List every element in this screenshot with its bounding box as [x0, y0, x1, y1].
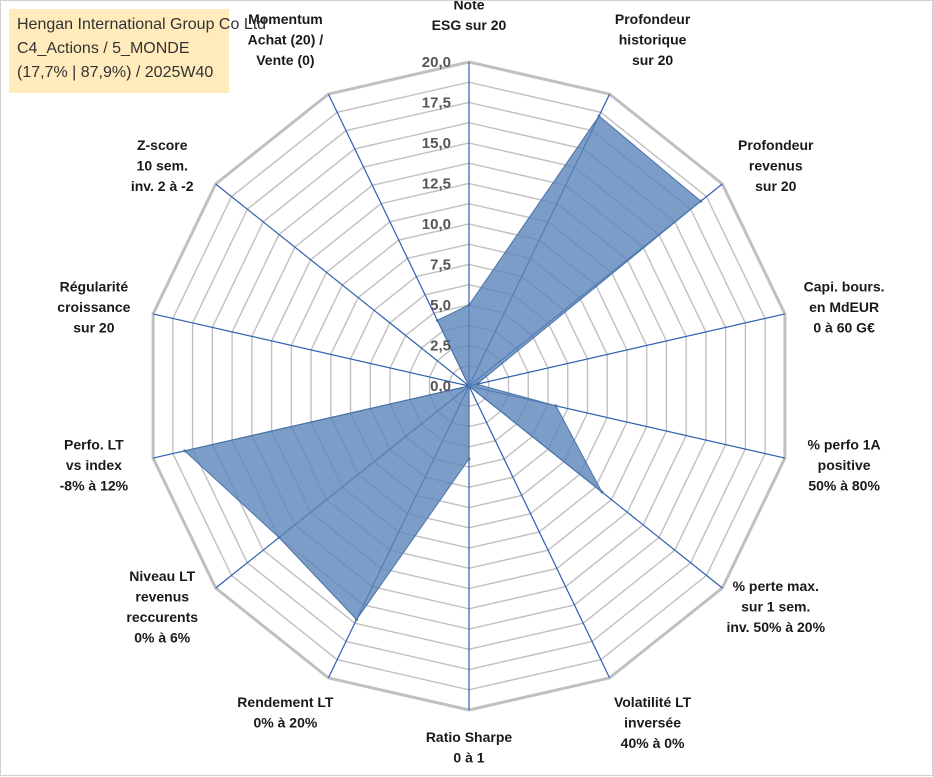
axis-spoke [468, 313, 786, 387]
radar-series [183, 114, 703, 622]
radial-tick-labels: 0,0 2,5 5,0 7,5 10,0 12,5 15,0 17,5 20,0 [422, 54, 451, 395]
axis-spoke [152, 313, 470, 387]
axis-label: 50% à 80% [808, 477, 880, 493]
axis-label: % perte max. [733, 578, 819, 594]
tick-label: 15,0 [422, 135, 451, 152]
axis-label: Régularité [60, 279, 129, 295]
tick-label: 12,5 [422, 176, 451, 193]
axis-label: Ratio Sharpe [426, 729, 513, 745]
series-point [467, 384, 471, 388]
axis-label: Momentum [248, 11, 323, 27]
series-point [183, 449, 187, 453]
axis-label: Volatilité LT [614, 694, 692, 710]
axis-label: Perfo. LT [64, 436, 124, 452]
series-point [475, 382, 479, 386]
series-point [277, 536, 281, 540]
company-name: Hengan International Group Co Ltd [17, 16, 267, 33]
category-path: C4_Actions / 5_MONDE [17, 40, 190, 57]
axis-label: en MdEUR [809, 299, 879, 315]
axis-label: revenus [749, 157, 803, 173]
series-point [554, 404, 558, 408]
tick-label: 5,0 [430, 297, 451, 314]
series-point [467, 303, 471, 307]
axis-labels: Note ESG sur 20 Profondeur historique sur 20… [57, 1, 884, 766]
tick-label: 10,0 [422, 216, 451, 233]
axis-label: Z-score [137, 137, 188, 153]
axis-label: sur 20 [73, 320, 114, 336]
series-point [597, 114, 601, 118]
axis-label: 10 sem. [137, 157, 188, 173]
axis-label: Vente (0) [256, 52, 314, 68]
axis-label: sur 20 [632, 52, 673, 68]
stock-info-box: Hengan International Group Co Ltd C4_Act… [9, 9, 267, 93]
series-point [699, 199, 703, 203]
axis-label: reccurents [126, 609, 198, 625]
axis-label: inversée [624, 714, 681, 730]
axis-label: revenus [135, 588, 189, 604]
axis-label: Note [453, 1, 484, 13]
axis-label: sur 1 sem. [741, 599, 810, 615]
axis-label: Capi. bours. [804, 279, 885, 295]
axis-label: 0% à 6% [134, 629, 191, 645]
axis-label: inv. 2 à -2 [131, 178, 194, 194]
axis-label: 40% à 0% [621, 735, 685, 751]
axis-spoke [468, 385, 611, 679]
tick-label: 7,5 [430, 257, 451, 274]
series-point [355, 618, 359, 622]
axis-label: 0% à 20% [253, 714, 317, 730]
axis-label: Achat (20) / [248, 32, 324, 48]
axis-label: 0 à 1 [453, 750, 484, 766]
axis-label: -8% à 12% [60, 477, 129, 493]
series-area [183, 115, 702, 621]
axis-spoke [215, 183, 470, 387]
axis-label: Profondeur [615, 11, 691, 27]
axis-label: historique [619, 32, 687, 48]
score-period: (17,7% | 87,9%) / 2025W40 [17, 64, 214, 81]
axis-label: croissance [57, 299, 130, 315]
series-point [435, 318, 439, 322]
axis-label: vs index [66, 457, 122, 473]
series-point [600, 490, 604, 494]
axis-label: % perfo 1A [808, 436, 881, 452]
axis-label: positive [818, 457, 871, 473]
axis-label: ESG sur 20 [432, 17, 507, 33]
tick-label: 0,0 [430, 378, 451, 395]
axis-label: Niveau LT [129, 568, 195, 584]
axis-label: inv. 50% à 20% [726, 619, 825, 635]
axis-label: 0 à 60 G€ [813, 320, 875, 336]
axis-label: sur 20 [755, 178, 796, 194]
series-point [467, 457, 471, 461]
tick-label: 20,0 [422, 54, 451, 71]
tick-label: 17,5 [422, 95, 451, 112]
axis-label: Rendement LT [237, 694, 334, 710]
tick-label: 2,5 [430, 338, 451, 355]
axis-label: Profondeur [738, 137, 814, 153]
